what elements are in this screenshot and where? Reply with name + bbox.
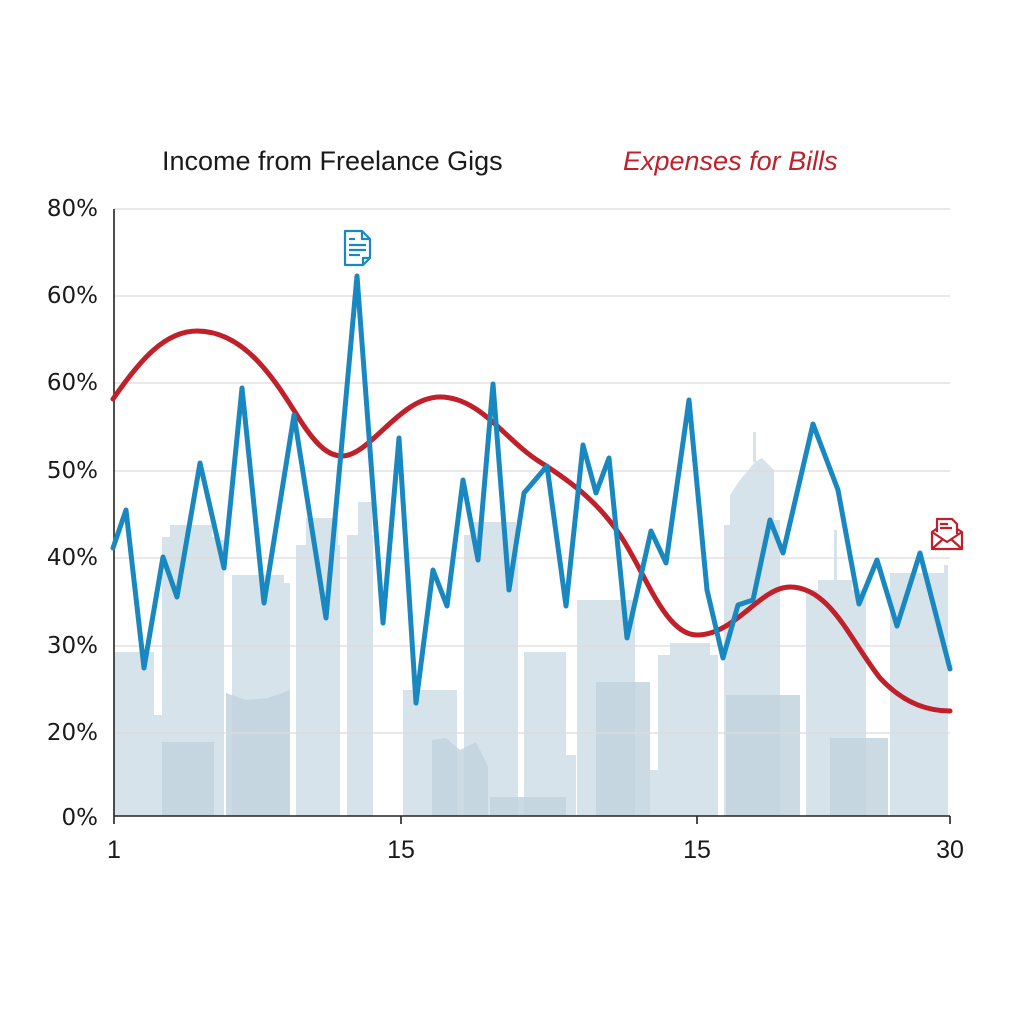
document-icon [343, 229, 372, 267]
y-tick-label: 0% [61, 805, 99, 831]
legend-expenses: Expenses for Bills [623, 146, 838, 176]
x-tick-label: 15 [387, 836, 415, 864]
envelope-icon [930, 517, 964, 551]
y-tick-label: 50% [46, 458, 98, 484]
legend-income: Income from Freelance Gigs [162, 146, 503, 176]
x-tick-label: 1 [107, 836, 121, 864]
skyline-background [114, 432, 948, 816]
y-tick-label: 30% [46, 633, 98, 659]
y-tick-label: 80% [46, 196, 98, 222]
x-tick-label: 15 [683, 836, 711, 864]
x-tick-label: 30 [936, 836, 964, 864]
expenses-line [110, 328, 953, 714]
y-tick-label: 60% [46, 370, 98, 396]
income-line [110, 273, 953, 706]
y-tick-label: 40% [46, 545, 98, 571]
y-tick-label: 20% [46, 720, 98, 746]
gridlines [114, 208, 950, 734]
y-tick-label: 60% [46, 283, 98, 309]
axes [113, 209, 951, 824]
